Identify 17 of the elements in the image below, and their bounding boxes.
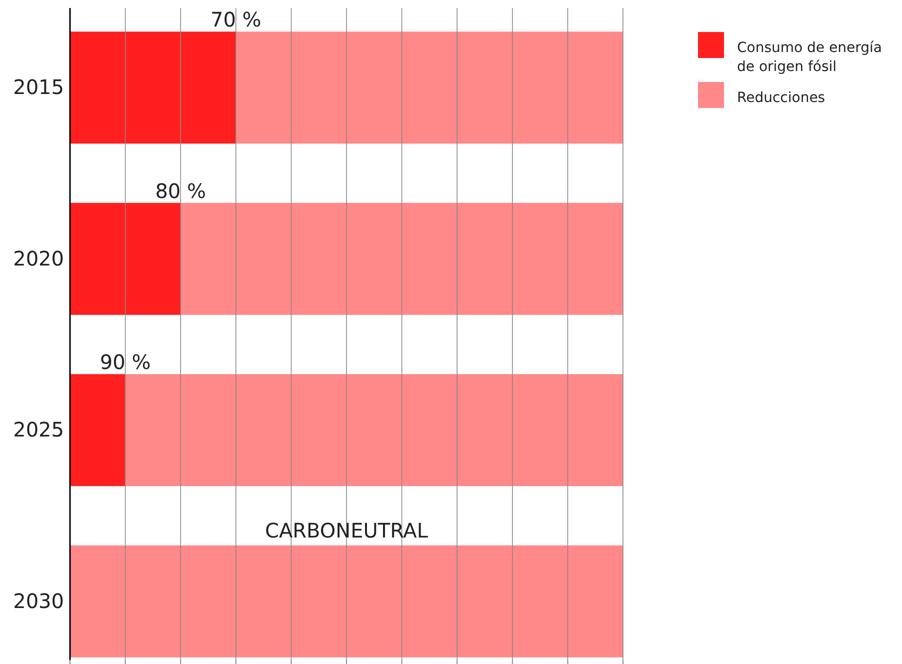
y-tick-label: 2030 <box>13 588 64 613</box>
data-label: 80 % <box>155 178 206 203</box>
y-tick-label: 2025 <box>13 418 64 442</box>
y-tick-label: 2020 <box>13 246 64 270</box>
data-label: 90 % <box>100 350 151 374</box>
annotation: CARBONEUTRAL <box>264 518 429 542</box>
legend-label: Reducciones <box>737 90 826 106</box>
bar <box>70 32 236 144</box>
bar <box>125 374 623 486</box>
bar <box>70 374 126 486</box>
y-tick-label: 2015 <box>13 75 64 100</box>
bar <box>70 202 181 315</box>
data-label: 70 % <box>210 8 262 32</box>
bar <box>180 202 623 315</box>
legend-label: Consumo de energía de origen fósil <box>737 40 882 75</box>
bar <box>70 545 623 658</box>
bar <box>236 32 623 144</box>
